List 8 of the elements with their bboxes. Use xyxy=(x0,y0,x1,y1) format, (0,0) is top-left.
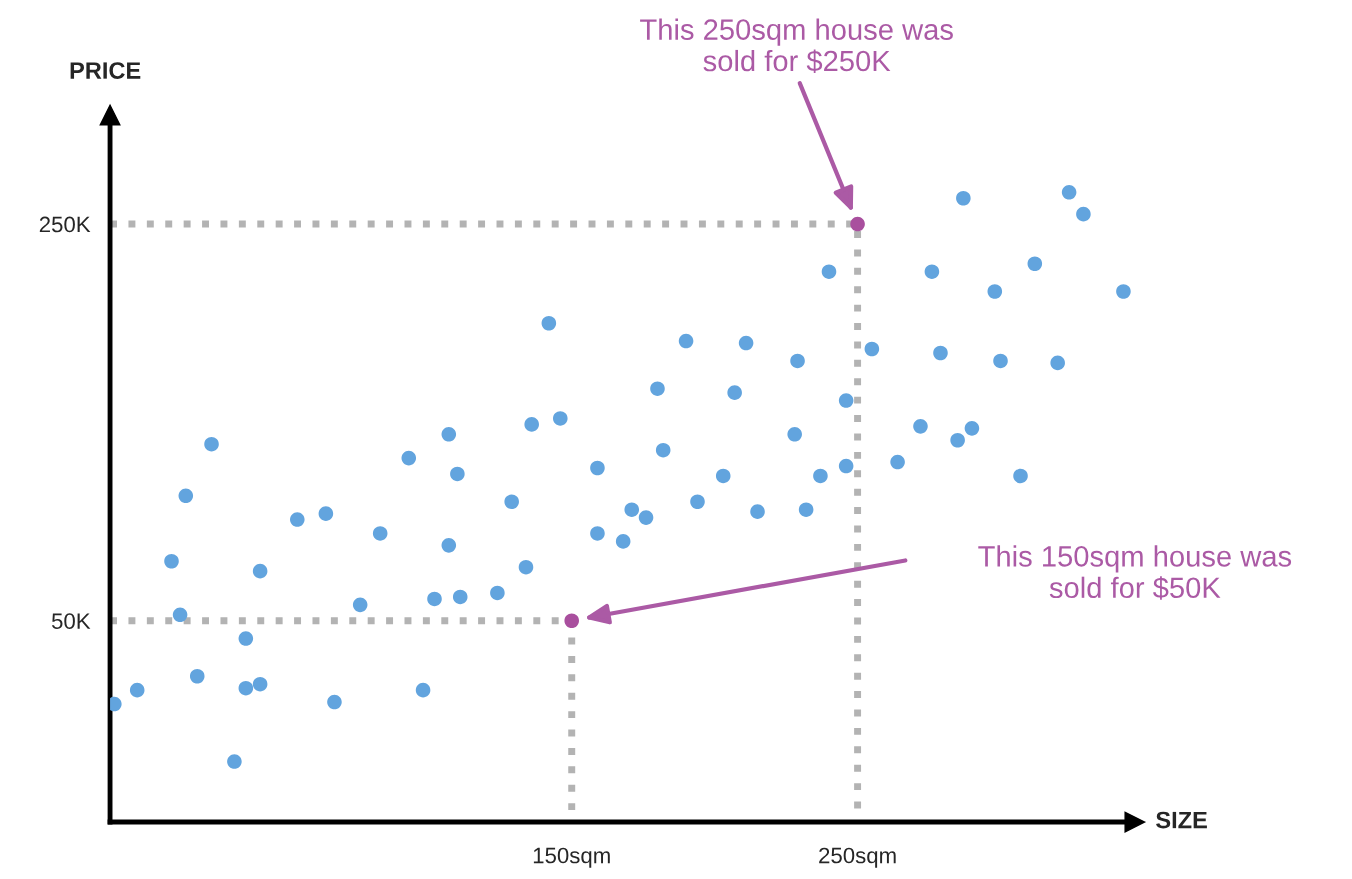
annotation: This 150sqm house was sold for $50K xyxy=(978,545,1292,600)
y-tick-label: 50K xyxy=(51,613,91,629)
x-tick-label: 150sqm xyxy=(533,847,610,868)
x-tick-label: 250sqm xyxy=(819,847,896,868)
y-tick-label: 250K xyxy=(39,216,91,233)
x-axis-title: SIZE xyxy=(1156,811,1207,829)
y-axis-title: PRICE xyxy=(70,62,141,79)
text: This 250sqm house was sold for $250K xyxy=(640,18,953,74)
